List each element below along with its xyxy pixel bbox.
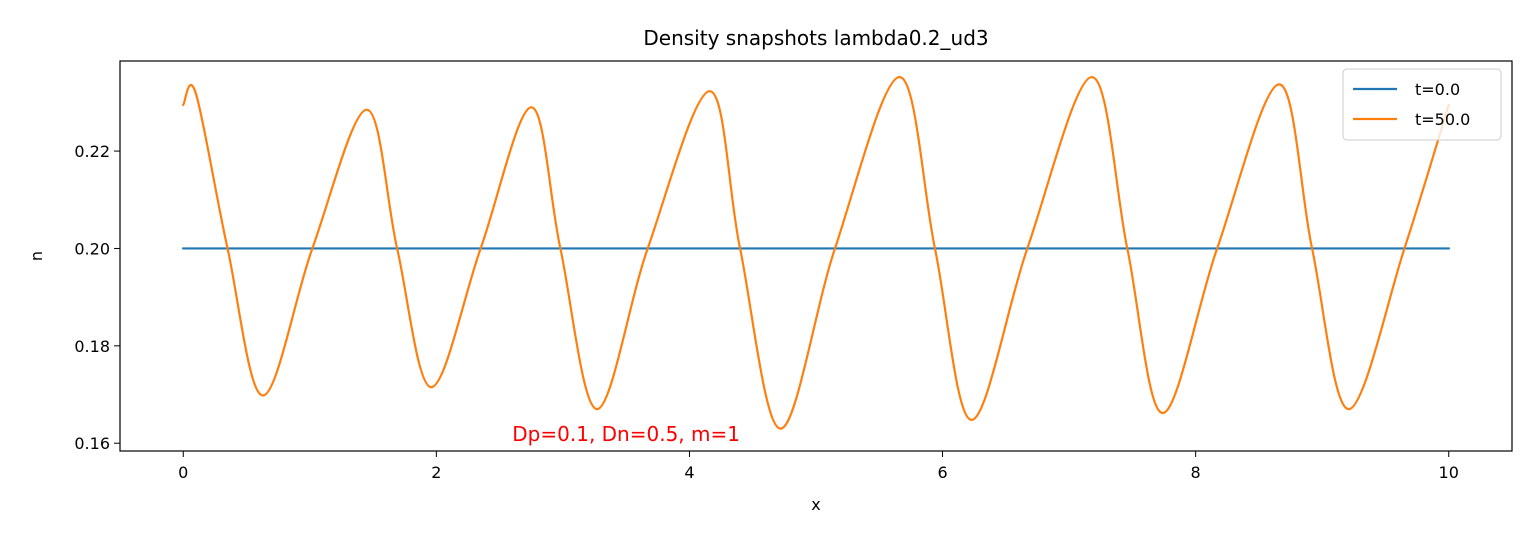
x-tick-label: 8: [1191, 463, 1201, 482]
x-tick-label: 2: [431, 463, 441, 482]
series-layer: [181, 75, 1451, 430]
y-tick-label: 0.18: [74, 337, 110, 356]
y-tick-label: 0.16: [74, 434, 110, 453]
legend-label-2: t=50.0: [1415, 110, 1470, 129]
legend: t=0.0 t=50.0: [1342, 68, 1502, 141]
y-axis-ticks: 0.16 0.18 0.20 0.22: [74, 142, 120, 453]
x-tick-label: 6: [937, 463, 947, 482]
y-tick-label: 0.20: [74, 239, 110, 258]
series-line-2: [181, 75, 1451, 430]
plot-area: [119, 60, 1513, 452]
y-tick-label: 0.22: [74, 142, 110, 161]
x-axis-label: x: [811, 495, 820, 514]
y-axis-label: n: [27, 251, 46, 261]
x-tick-label: 0: [178, 463, 188, 482]
x-tick-label: 10: [1439, 463, 1459, 482]
legend-box: [1342, 68, 1502, 141]
x-axis-ticks: 0 2 4 6 8 10: [178, 451, 1459, 482]
chart-title: Density snapshots lambda0.2_ud3: [643, 26, 988, 50]
annotation-layer: Dp=0.1, Dn=0.5, m=1: [512, 422, 740, 446]
plot-frame: [119, 60, 1513, 452]
x-tick-label: 4: [684, 463, 694, 482]
annotation-text: Dp=0.1, Dn=0.5, m=1: [512, 422, 740, 446]
legend-label-1: t=0.0: [1415, 80, 1460, 99]
